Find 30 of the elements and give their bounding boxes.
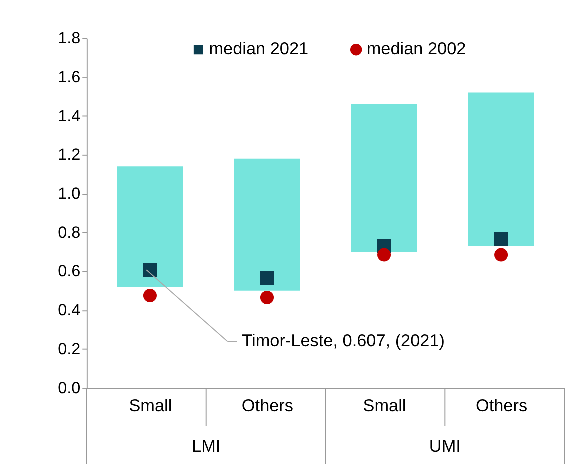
point	[143, 289, 157, 302]
y-tick-label: 0.8	[58, 224, 81, 242]
x-tick-label: Small	[129, 395, 172, 416]
point	[494, 232, 508, 247]
annotation: Timor-Leste, 0.607, (2021)	[242, 330, 446, 351]
x-tick-label: Others	[242, 395, 294, 416]
bar	[351, 104, 418, 252]
point	[260, 290, 274, 304]
x-tick-label: Small	[363, 395, 406, 416]
point	[378, 248, 392, 262]
y-tick-label: 1.4	[58, 107, 81, 126]
x-tick-label: Others	[476, 395, 528, 416]
legend-label: median 2002	[366, 38, 466, 59]
point	[143, 263, 158, 278]
y-tick-label: 0.2	[58, 340, 81, 358]
bar	[468, 92, 534, 246]
y-tick-label: 1.8	[58, 30, 81, 48]
y-tick-label: 1.2	[58, 146, 81, 164]
legend-label: median 2021	[209, 38, 309, 59]
text: UMI	[429, 436, 461, 456]
point	[494, 248, 508, 262]
point	[260, 271, 274, 286]
y-tick-label: 0.4	[58, 302, 81, 320]
bar	[234, 158, 300, 291]
y-tick-label: 0.0	[58, 379, 81, 398]
bar	[117, 166, 184, 288]
text: LMI	[192, 436, 221, 456]
y-tick-label: 0.6	[58, 262, 81, 281]
y-tick-label: 1.6	[58, 68, 81, 86]
y-tick-label: 1.0	[58, 185, 81, 204]
